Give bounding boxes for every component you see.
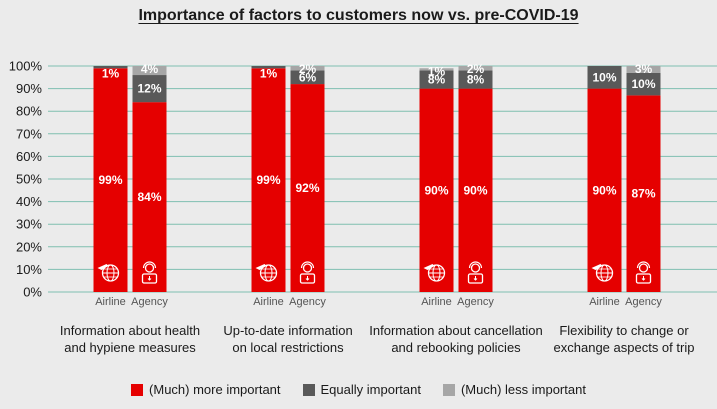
group-label: Information about health and hypiene meas… [35,322,225,356]
data-label-more: 84% [137,190,161,204]
data-label-more: 87% [631,187,655,201]
data-label-more: 90% [424,183,448,197]
travel-agent-icon [635,261,652,284]
data-label-more: 90% [463,183,487,197]
category-label-airline: Airline [421,296,452,308]
data-label-equal: 6% [299,70,317,84]
bar-more-airline [587,88,622,292]
y-tick-label: 50% [16,172,42,187]
legend: (Much) more important Equally important … [0,382,717,397]
group-label: Up-to-date information on local restricti… [193,322,383,356]
group-label-line: Information about cancellation [369,323,543,338]
bar-equal-airline [93,66,128,69]
travel-agent-icon [467,261,484,284]
y-tick-label: 100% [9,59,43,74]
bar-less-agency [626,66,661,73]
group-label-line: and hypiene measures [64,340,196,355]
data-label-less: 2% [467,62,485,76]
category-label-airline: Airline [95,296,126,308]
category-label-airline: Airline [253,296,284,308]
data-label-more: 99% [256,173,280,187]
travel-agent-icon [141,261,158,284]
category-label-agency: Agency [131,296,168,308]
category-label-agency: Agency [625,296,662,308]
group-label-line: Information about health [59,323,201,338]
travel-agent-icon [299,261,316,284]
group-label-line: Flexibility to change or [559,323,689,338]
airplane-globe-icon [255,264,278,282]
legend-item-more: (Much) more important [131,382,281,397]
bar-more-agency [132,102,167,292]
group-label-line: Up-to-date information [223,323,353,338]
y-tick-label: 10% [16,262,42,277]
group-label: Flexibility to change or exchange aspects… [529,322,717,356]
category-label-agency: Agency [289,296,326,308]
chart-title: Importance of factors to customers now v… [138,7,579,24]
group-label-line: exchange aspects of trip [553,340,695,355]
data-label-less: 3% [635,62,653,76]
bar-equal-airline [587,66,622,89]
airplane-globe-icon [97,264,120,282]
data-label-equal: 10% [631,77,655,91]
bar-more-airline [251,68,286,292]
data-label-less: 1% [428,64,446,78]
y-tick-label: 20% [16,239,42,254]
data-label-equal: 1% [260,66,278,80]
y-tick-label: 60% [16,149,42,164]
bar-equal-airline [419,70,454,89]
data-label-equal: 12% [137,82,161,96]
legend-swatch-less [442,383,455,396]
data-label-equal: 8% [467,73,485,87]
y-tick-label: 70% [16,126,42,141]
bar-equal-agency [132,75,167,103]
legend-item-less: (Much) less important [442,382,586,397]
bar-less-agency [290,66,325,71]
legend-swatch-more [131,383,144,396]
group-label: Information about cancellation and rebook… [361,322,551,356]
data-label-equal: 10% [592,70,616,84]
bar-more-airline [419,88,454,292]
bar-more-airline [93,68,128,292]
bar-equal-airline [251,66,286,69]
bar-equal-agency [458,70,493,89]
airplane-globe-icon [591,264,614,282]
bar-less-agency [132,66,167,76]
bar-equal-agency [626,72,661,96]
legend-label-equal: Equally important [320,382,421,397]
data-label-more: 92% [295,181,319,195]
category-label-agency: Agency [457,296,494,308]
y-tick-label: 40% [16,194,42,209]
data-label-less: 2% [299,62,317,76]
data-label-equal: 8% [428,73,446,87]
legend-item-equal: Equally important [302,382,421,397]
data-label-equal: 1% [102,66,120,80]
bar-more-agency [290,84,325,292]
y-tick-label: 30% [16,217,42,232]
data-label-more: 90% [592,183,616,197]
category-label-airline: Airline [589,296,620,308]
bar-more-agency [458,88,493,292]
legend-label-less: (Much) less important [460,382,586,397]
y-tick-label: 0% [23,285,42,300]
data-label-more: 99% [98,173,122,187]
data-label-less: 4% [141,62,159,76]
bar-more-agency [626,95,661,292]
legend-swatch-equal [302,383,315,396]
legend-label-more: (Much) more important [149,382,281,397]
airplane-globe-icon [423,264,446,282]
y-tick-label: 80% [16,104,42,119]
bar-less-agency [458,66,493,71]
bar-equal-agency [290,70,325,85]
group-label-line: on local restrictions [232,340,344,355]
y-tick-label: 90% [16,81,42,96]
bar-less-airline [419,68,454,71]
group-label-line: and rebooking policies [391,340,521,355]
